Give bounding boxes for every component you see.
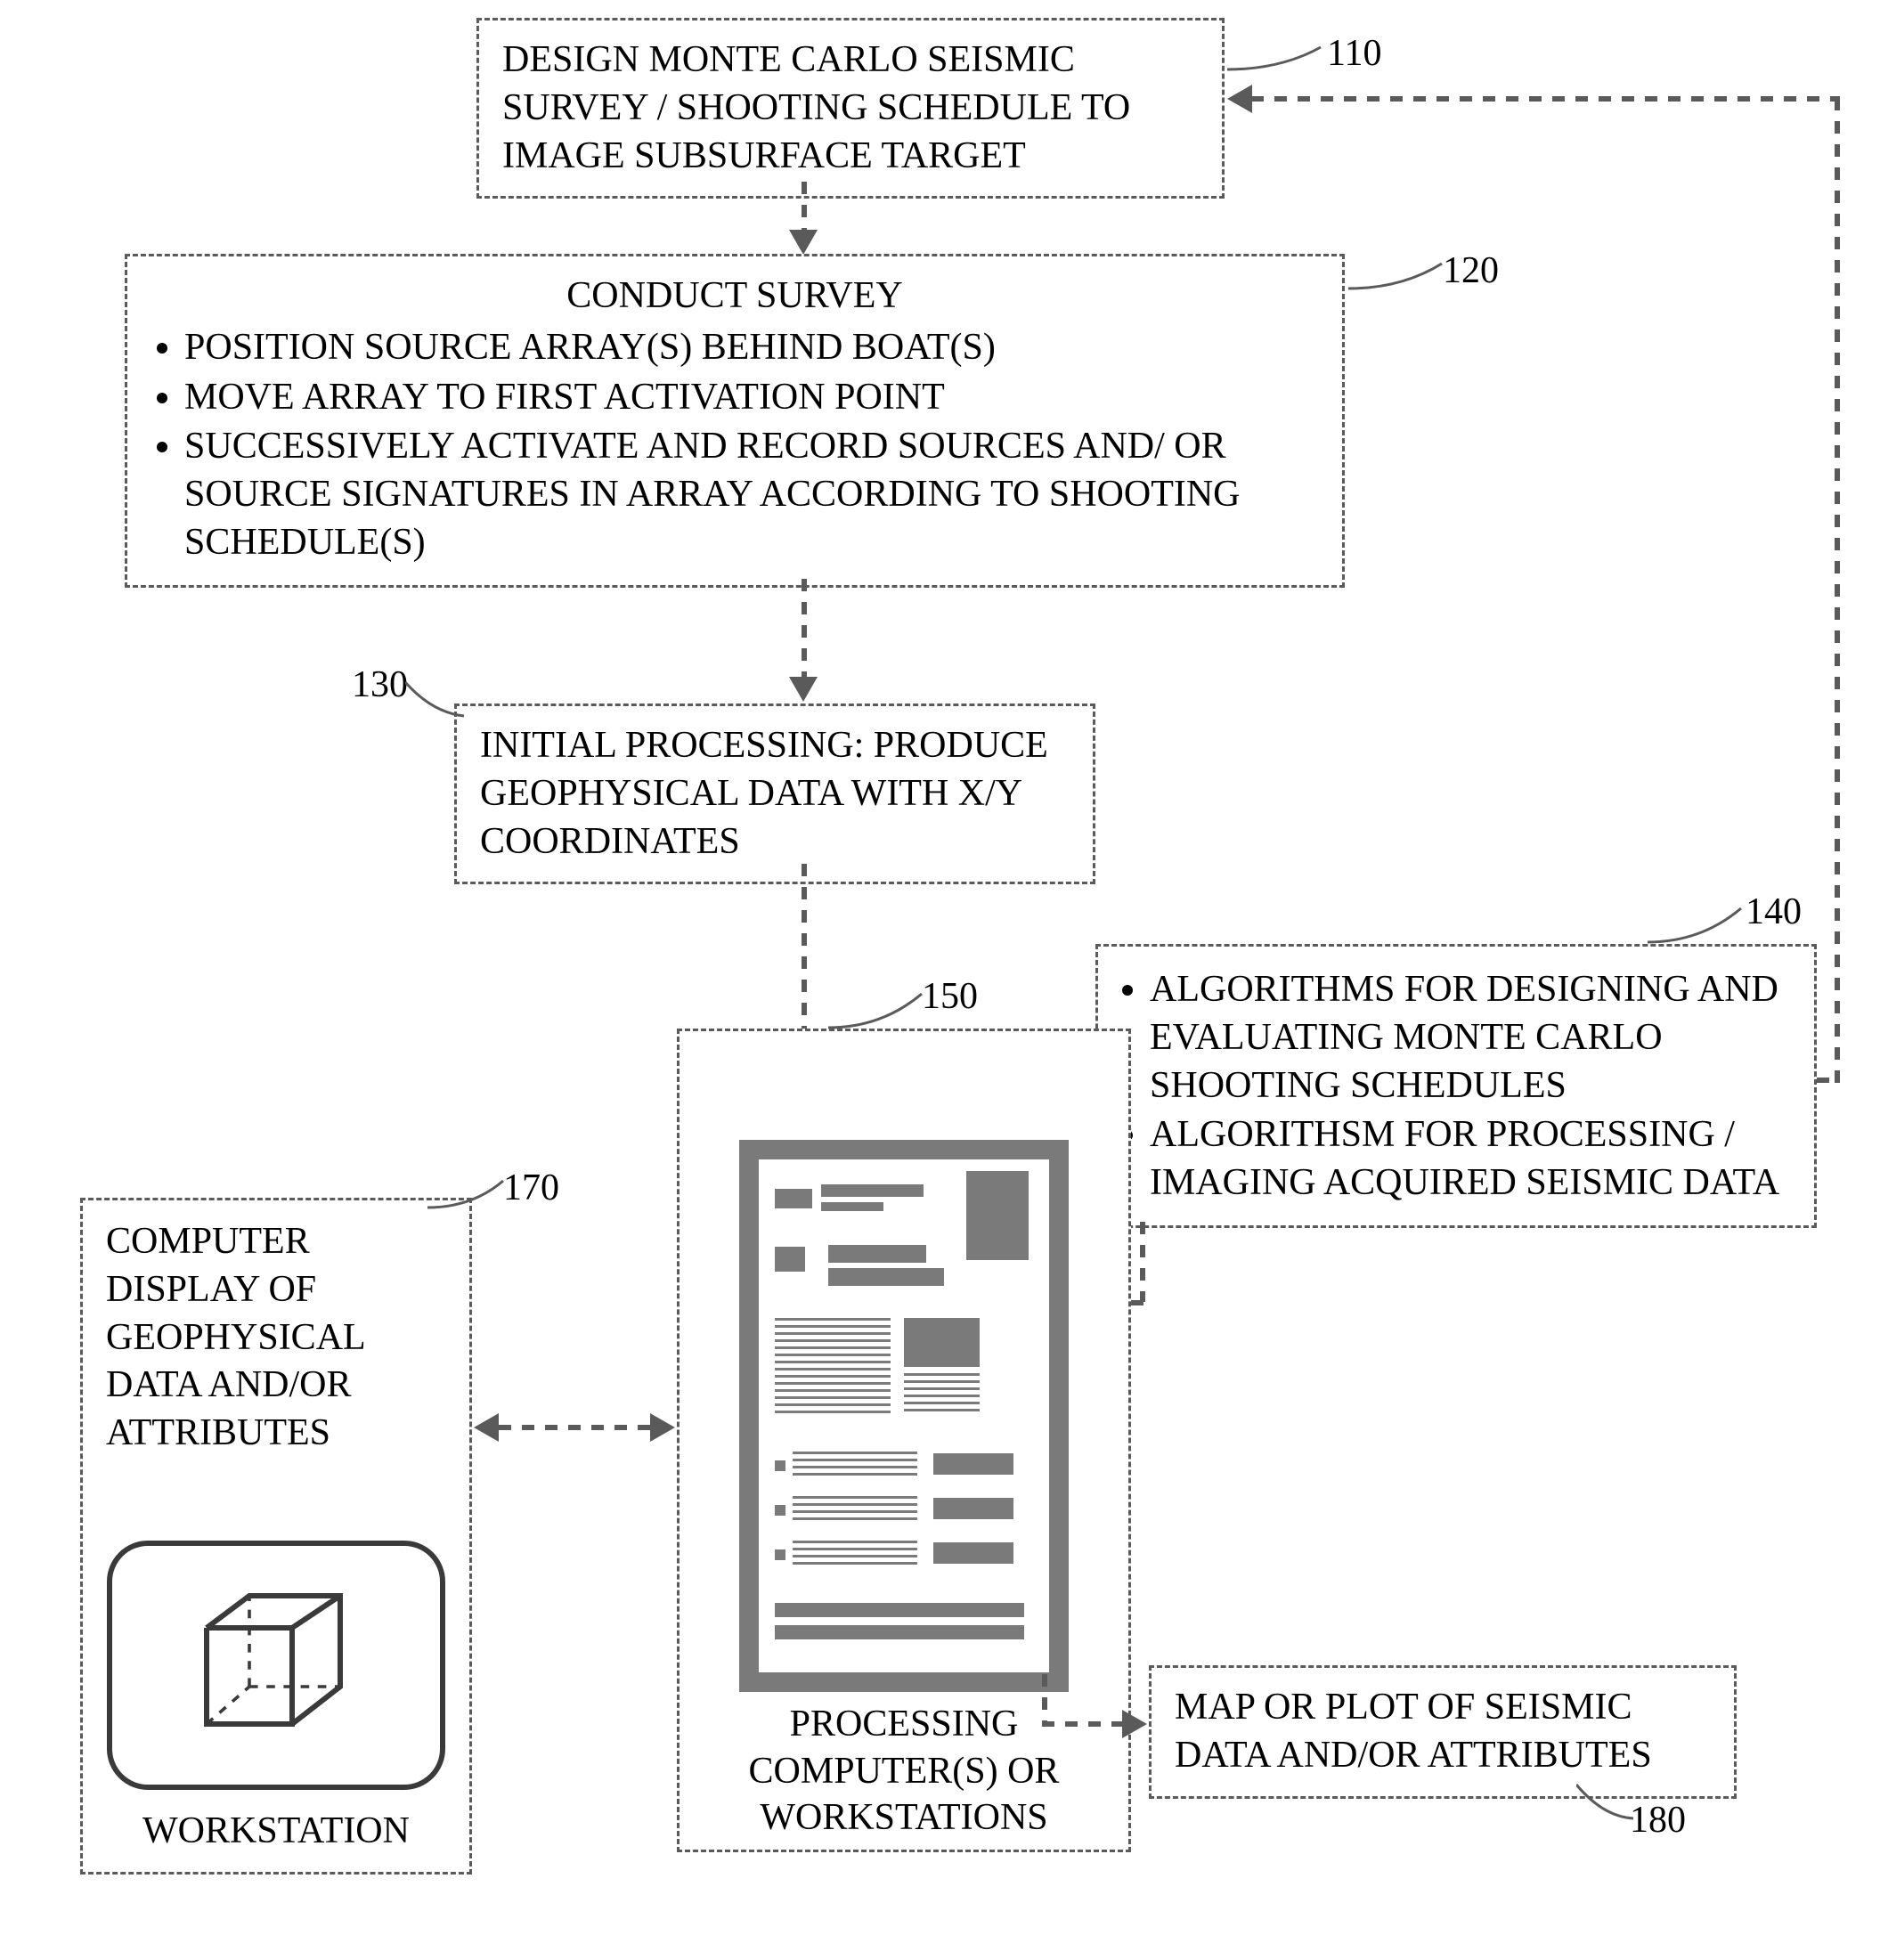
box-140-item-1: ALGORITHMS FOR DESIGNING AND EVALUATING … (1150, 966, 1791, 1110)
ref-170: 170 (503, 1167, 559, 1209)
box-130-text: INITIAL PROCESSING: PRODUCE GEOPHYSICAL … (480, 725, 1048, 862)
box-140-list: ALGORITHMS FOR DESIGNING AND EVALUATING … (1121, 966, 1791, 1208)
box-120-item-2: MOVE ARRAY TO FIRST ACTIVATION POINT (184, 374, 1319, 422)
box-120-item-3: SUCCESSIVELY ACTIVATE AND RECORD SOURCES… (184, 423, 1319, 566)
box-180-map-plot: MAP OR PLOT OF SEISMIC DATA AND/OR ATTRI… (1149, 1665, 1737, 1799)
cube-icon (175, 1582, 388, 1760)
leader-140 (1648, 903, 1746, 947)
box-180-text: MAP OR PLOT OF SEISMIC DATA AND/OR ATTRI… (1175, 1687, 1652, 1776)
diagram-canvas: DESIGN MONTE CARLO SEISMIC SURVEY / SHOO… (0, 0, 1880, 1960)
fb-v (1835, 98, 1840, 1083)
box-110-design: DESIGN MONTE CARLO SEISMIC SURVEY / SHOO… (476, 18, 1225, 199)
arrow-150-180-v (1042, 1674, 1047, 1723)
box-140-item-2: ALGORITHSM FOR PROCESSING / IMAGING ACQU… (1150, 1111, 1791, 1208)
workstation-screen (107, 1541, 445, 1790)
arrow-110-120-seg (802, 182, 807, 231)
workstation-label: WORKSTATION (98, 1808, 454, 1855)
box-120-list: POSITION SOURCE ARRAY(S) BEHIND BOAT(S) … (151, 324, 1319, 567)
arrow-150-180-head (1122, 1710, 1147, 1738)
ref-110: 110 (1327, 32, 1381, 75)
ref-140: 140 (1746, 891, 1802, 933)
server-tower (739, 1140, 1069, 1692)
box-120-title: CONDUCT SURVEY (151, 272, 1319, 321)
arrow-170-head-left (474, 1413, 499, 1442)
ref-150: 150 (922, 975, 978, 1018)
ref-130: 130 (352, 663, 408, 706)
leader-180 (1576, 1781, 1639, 1826)
ref-120: 120 (1443, 249, 1499, 292)
leader-110 (1227, 43, 1325, 78)
arrow-110-120-head (789, 230, 818, 255)
arrow-120-130-head (789, 677, 818, 702)
box-120-item-1: POSITION SOURCE ARRAY(S) BEHIND BOAT(S) (184, 324, 1319, 372)
box-110-text: DESIGN MONTE CARLO SEISMIC SURVEY / SHOO… (502, 39, 1130, 176)
fb-head (1227, 85, 1252, 113)
box-120-conduct-survey: CONDUCT SURVEY POSITION SOURCE ARRAY(S) … (125, 254, 1345, 588)
arrow-170-head-right (650, 1413, 675, 1442)
box-170-text: COMPUTER DISPLAY OF GEOPHYSICAL DATA AND… (106, 1218, 446, 1458)
fb-h2 (1251, 96, 1840, 102)
leader-170 (427, 1175, 508, 1215)
leader-150 (828, 988, 926, 1033)
leader-130 (405, 677, 468, 721)
arrow-120-130-seg (802, 579, 807, 677)
box-140-algorithms: ALGORITHMS FOR DESIGNING AND EVALUATING … (1095, 944, 1817, 1228)
leader-120 (1348, 258, 1446, 297)
arrow-140-150-vseg (1140, 1222, 1145, 1302)
arrow-170-150-seg (499, 1425, 650, 1430)
box-130-initial-processing: INITIAL PROCESSING: PRODUCE GEOPHYSICAL … (454, 703, 1095, 884)
arrow-150-180-h (1042, 1721, 1122, 1727)
